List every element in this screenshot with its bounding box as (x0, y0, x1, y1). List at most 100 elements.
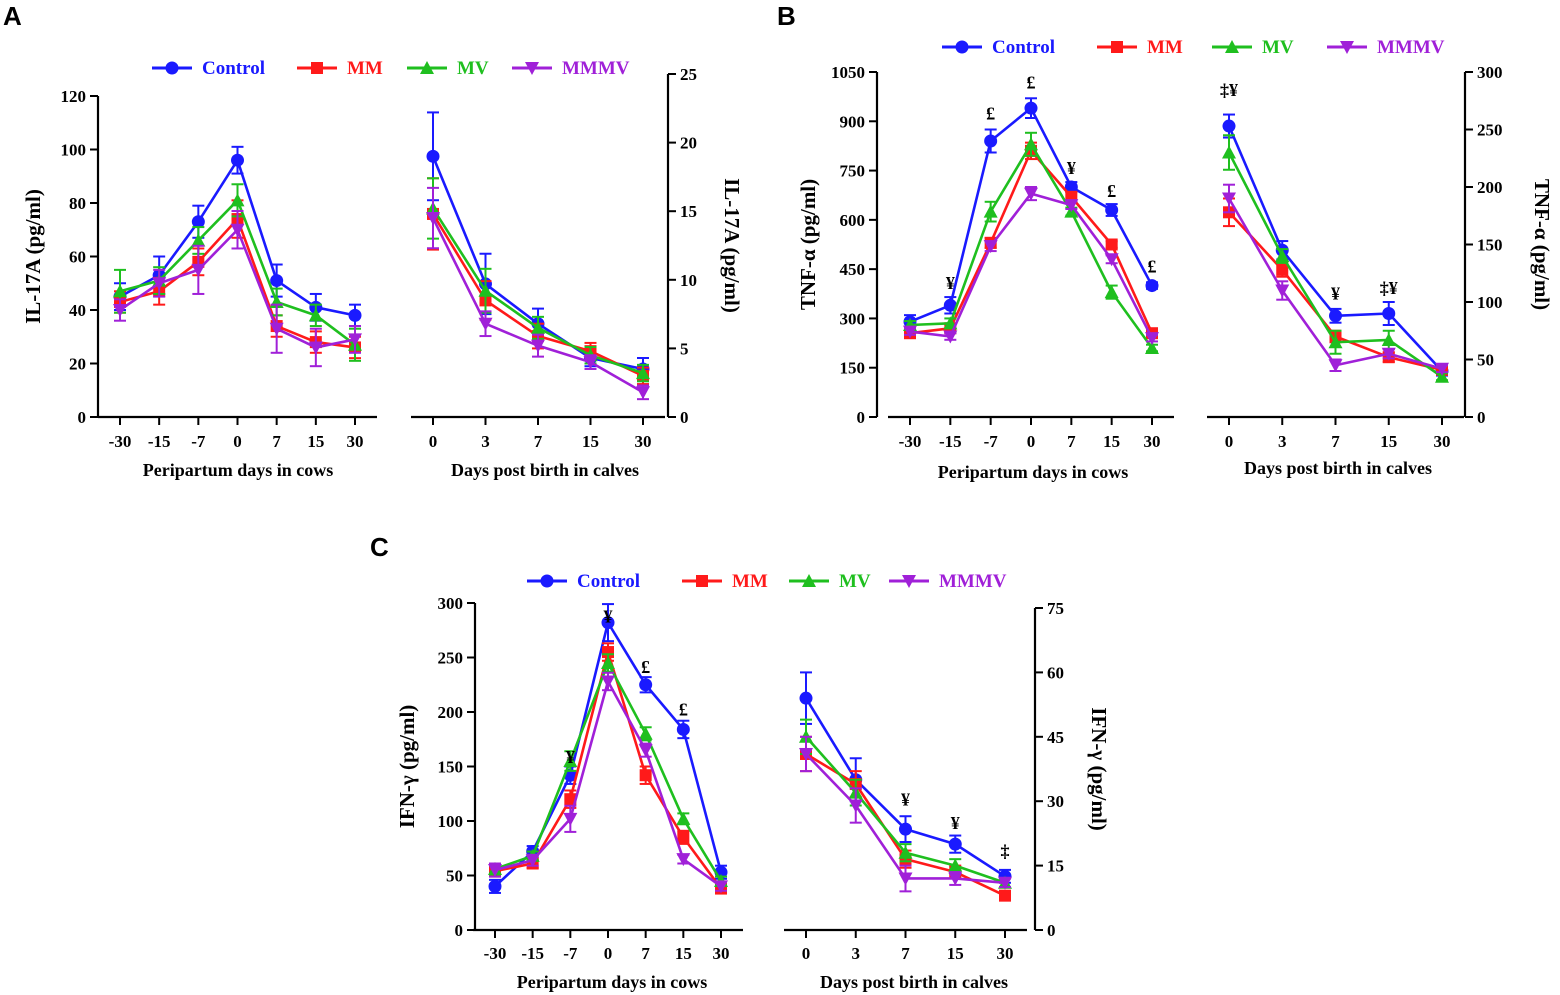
series-mv (1222, 134, 1449, 383)
marker-legend-mm (311, 62, 323, 74)
chart-b-cows: -30 -15 -7 0 7 15 30 Peripartum days in cows 0 15… (796, 63, 1174, 482)
marker-point (1064, 199, 1079, 213)
marker-point (1222, 119, 1236, 133)
x-axis-title: Days post birth in calves (1244, 458, 1432, 478)
marker-point (583, 356, 598, 370)
significance-mark: ‡ (1001, 841, 1010, 861)
marker-point (152, 277, 167, 291)
x-tick-label: 3 (852, 944, 861, 963)
marker-point (269, 322, 284, 336)
marker-point (230, 193, 245, 207)
y-tick-label: 50 (1477, 351, 1494, 370)
significance-mark: ¥ (1331, 284, 1340, 304)
legend-label: MV (839, 571, 871, 592)
x-tick-label: 0 (604, 944, 613, 963)
legend: Control MM MV MMMV (152, 58, 630, 79)
chart-c-calves: 0 3 7 15 30 Days post birth in calves 0 15 30 45 6… (784, 599, 1111, 992)
x-tick-label: 7 (534, 432, 543, 451)
legend-item-control: Control (942, 37, 1055, 58)
x-tick-label: 7 (1067, 432, 1076, 451)
y-tick-label: 450 (840, 260, 866, 279)
y-tick-label: 75 (1047, 599, 1064, 618)
marker-point (676, 722, 690, 736)
legend-label: MV (1262, 37, 1294, 58)
y-tick-label: 150 (438, 758, 464, 777)
x-axis-title: Peripartum days in cows (517, 972, 708, 992)
legend-item-control: Control (152, 58, 265, 79)
y-tick-label: 0 (680, 408, 689, 427)
significance-mark: £ (679, 699, 688, 719)
x-tick-label: 30 (713, 944, 730, 963)
marker-point (1381, 332, 1396, 346)
y-tick-label: 0 (1477, 408, 1486, 427)
marker-point (1222, 145, 1236, 159)
marker-point (1222, 192, 1236, 206)
marker-point (903, 325, 917, 339)
significance-mark: ¥ (1067, 158, 1076, 178)
marker-point (1145, 332, 1159, 346)
marker-point (525, 854, 540, 868)
x-tick-label: -30 (484, 944, 507, 963)
x-tick-label: -15 (939, 432, 962, 451)
marker-point (1024, 137, 1038, 151)
marker-legend-mmmv (902, 575, 916, 588)
marker-point (1329, 309, 1342, 323)
x-tick-label: 3 (1278, 432, 1287, 451)
x-tick-label: 7 (1331, 432, 1340, 451)
y-tick-label: 15 (1047, 857, 1064, 876)
marker-legend-control (540, 574, 554, 588)
y-axis-title: TNF-α (pg/ml) (796, 179, 820, 310)
marker-point (636, 386, 650, 400)
x-tick-label: 0 (1027, 432, 1036, 451)
marker-point (348, 308, 362, 322)
marker-point (1382, 307, 1396, 320)
marker-point (113, 304, 127, 317)
y-tick-label: 60 (1047, 663, 1064, 682)
series-mmmv (426, 186, 650, 401)
legend-label: MMMV (1377, 37, 1445, 58)
significance-mark: £ (1107, 181, 1116, 201)
significance-mark: £ (1148, 256, 1157, 276)
y-tick-label: 5 (680, 339, 689, 358)
marker-point (601, 655, 615, 669)
legend-item-mm: MM (1097, 37, 1183, 58)
marker-point (1435, 362, 1449, 376)
legend-label: MM (347, 58, 383, 79)
legend-label: Control (202, 58, 265, 79)
chart-a-calves: 0 3 7 15 30 Days post birth in calves 0 5 10 15 20… (411, 65, 744, 480)
marker-point (1435, 369, 1449, 383)
x-tick-label: 30 (347, 432, 364, 451)
marker-point (564, 793, 577, 806)
marker-point (714, 880, 728, 894)
y-tick-label: 20 (69, 355, 86, 374)
y-axis-title: TNF-α (pg/ml) (1530, 179, 1554, 310)
y-tick-label: 25 (680, 65, 697, 84)
marker-point (426, 212, 440, 226)
x-axis-title: Days post birth in calves (451, 460, 639, 480)
marker-point (531, 339, 545, 353)
significance-mark: ¥ (946, 273, 955, 293)
marker-point (113, 284, 127, 298)
marker-point (639, 678, 653, 692)
x-axis-title: Peripartum days in cows (143, 460, 334, 480)
x-tick-label: 0 (802, 944, 811, 963)
marker-point (1105, 238, 1118, 251)
marker-point (231, 153, 244, 167)
legend-item-mv: MV (407, 58, 489, 79)
x-axis-title: Peripartum days in cows (938, 462, 1129, 482)
marker-point (983, 240, 998, 254)
marker-point (308, 308, 323, 322)
y-tick-label: 80 (69, 194, 86, 213)
series-mmmv (1222, 183, 1449, 376)
x-tick-label: -7 (563, 944, 578, 963)
marker-legend-mv (420, 61, 434, 74)
y-axis-title: IFN-γ (pg/ml) (395, 705, 419, 829)
series-line (431, 217, 644, 394)
legend: Control MM MV MMMV (942, 37, 1445, 58)
x-tick-label: 15 (1380, 432, 1397, 451)
marker-legend-mv (1225, 40, 1239, 53)
x-tick-label: 15 (675, 944, 692, 963)
legend-item-mm: MM (682, 571, 768, 592)
